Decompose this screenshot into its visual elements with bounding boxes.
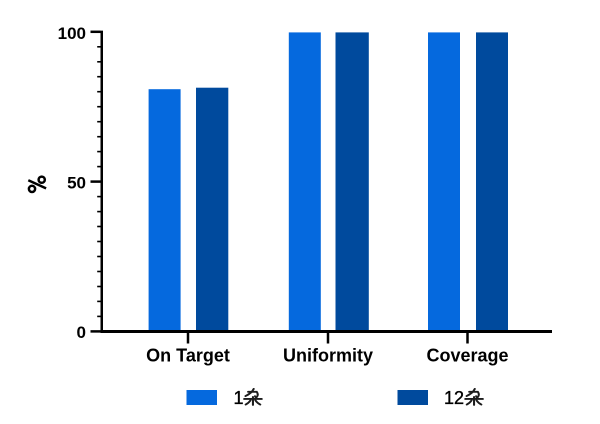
svg-text:0: 0	[77, 323, 86, 342]
svg-text:12: 12	[444, 388, 464, 408]
svg-text:Uniformity: Uniformity	[283, 346, 373, 366]
svg-text:100: 100	[58, 24, 86, 43]
svg-text:On Target: On Target	[146, 346, 230, 366]
svg-text:1: 1	[234, 388, 244, 408]
svg-text:50: 50	[67, 174, 86, 193]
svg-text:Coverage: Coverage	[426, 346, 508, 366]
